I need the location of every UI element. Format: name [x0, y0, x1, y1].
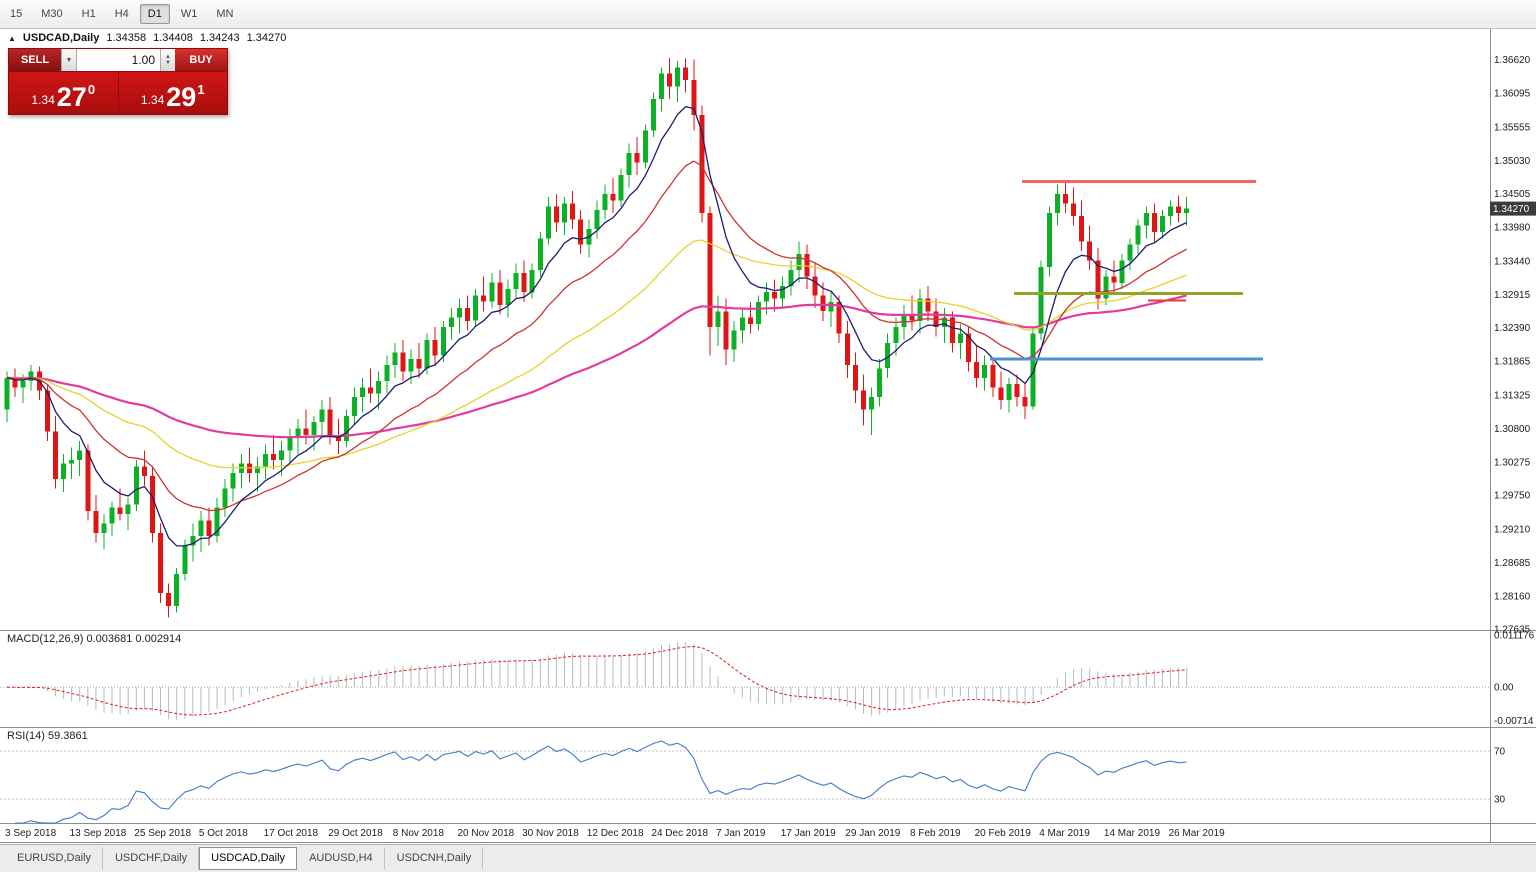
svg-text:29 Oct 2018: 29 Oct 2018 [328, 828, 383, 839]
buy-price-display[interactable]: 1.34 29 1 [118, 72, 227, 114]
current-price-badge: 1.34270 [1490, 201, 1536, 216]
timeframe-d1[interactable]: D1 [139, 4, 170, 24]
svg-text:1.35555: 1.35555 [1494, 123, 1531, 134]
svg-text:1.27635: 1.27635 [1494, 625, 1531, 636]
svg-text:1.28685: 1.28685 [1494, 558, 1531, 569]
svg-text:13 Sep 2018: 13 Sep 2018 [70, 828, 127, 839]
buy-price-sup: 1 [197, 82, 205, 97]
svg-text:1.30275: 1.30275 [1494, 457, 1531, 468]
spinner-down-icon[interactable]: ▼ [165, 60, 171, 66]
sell-button[interactable]: SELL [9, 49, 61, 71]
sell-price-display[interactable]: 1.34 27 0 [9, 72, 119, 114]
timeframe-h4[interactable]: H4 [114, 8, 129, 20]
svg-text:26 Mar 2019: 26 Mar 2019 [1169, 828, 1226, 839]
svg-text:1.33440: 1.33440 [1494, 257, 1531, 268]
svg-text:1.35030: 1.35030 [1494, 156, 1531, 167]
svg-text:1.29210: 1.29210 [1494, 525, 1531, 536]
timeframe-m30[interactable]: M30 [41, 8, 63, 20]
ohlc-low: 1.34243 [199, 32, 240, 44]
svg-text:17 Jan 2019: 17 Jan 2019 [781, 828, 836, 839]
svg-text:8 Nov 2018: 8 Nov 2018 [393, 828, 445, 839]
svg-text:1.29750: 1.29750 [1494, 491, 1531, 502]
sell-price-big: 27 [56, 82, 87, 112]
price-axis[interactable]: 1.36620 1.36095 1.35555 1.35030 1.34505 1.339… [1494, 55, 1531, 635]
chart-symbol-label: USDCAD,Daily [22, 32, 100, 44]
tab-usdchf-daily[interactable]: USDCHF,Daily [103, 847, 200, 870]
tab-eurusd-daily[interactable]: EURUSD,Daily [5, 847, 103, 870]
svg-text:25 Sep 2018: 25 Sep 2018 [134, 828, 191, 839]
buy-price-big: 29 [166, 82, 197, 112]
rsi-pane: 70 30 [0, 740, 1506, 824]
moving-average-lines [6, 105, 1188, 547]
trendlines[interactable] [990, 179, 1263, 361]
rsi-indicator-label: RSI(14) 59.3861 [7, 730, 88, 742]
chart-tabbar: EURUSD,Daily USDCHF,Daily USDCAD,Daily A… [0, 844, 1536, 872]
svg-text:14 Mar 2019: 14 Mar 2019 [1104, 828, 1161, 839]
svg-text:20 Feb 2019: 20 Feb 2019 [975, 828, 1032, 839]
buy-button[interactable]: BUY [175, 49, 227, 71]
svg-text:-0.00714: -0.00714 [1494, 716, 1534, 727]
svg-text:1.34505: 1.34505 [1494, 189, 1531, 200]
time-axis[interactable]: 3 Sep 2018 13 Sep 2018 25 Sep 2018 5 Oct 20… [5, 828, 1225, 839]
timeframe-w1[interactable]: W1 [180, 8, 198, 20]
svg-text:1.36620: 1.36620 [1494, 55, 1531, 66]
svg-text:1.31865: 1.31865 [1494, 357, 1531, 368]
svg-text:1.28160: 1.28160 [1494, 591, 1531, 602]
timeframe-h1[interactable]: H1 [81, 8, 96, 20]
svg-text:1.32390: 1.32390 [1494, 323, 1531, 334]
tab-usdcad-daily[interactable]: USDCAD,Daily [199, 847, 298, 870]
svg-text:1.33980: 1.33980 [1494, 223, 1531, 234]
ohlc-high: 1.34408 [153, 32, 193, 44]
timeframe-mn[interactable]: MN [216, 8, 234, 20]
svg-text:1.34270: 1.34270 [1493, 204, 1530, 215]
svg-text:0.011176: 0.011176 [1494, 630, 1535, 641]
tab-usdcnh-daily[interactable]: USDCNH,Daily [385, 847, 484, 870]
svg-text:30 Nov 2018: 30 Nov 2018 [522, 828, 579, 839]
svg-text:30: 30 [1494, 795, 1506, 806]
chart-header: ▲ USDCAD,Daily 1.34358 1.34408 1.34243 1… [8, 32, 286, 44]
svg-text:12 Dec 2018: 12 Dec 2018 [587, 828, 644, 839]
candles-layer [4, 57, 1190, 618]
svg-text:70: 70 [1494, 747, 1506, 758]
sell-price-base: 1.34 [31, 93, 55, 107]
buy-price-base: 1.34 [140, 93, 165, 107]
sell-price-sup: 0 [87, 82, 96, 97]
svg-text:17 Oct 2018: 17 Oct 2018 [264, 828, 319, 839]
svg-text:4 Mar 2019: 4 Mar 2019 [1039, 828, 1090, 839]
volume-input[interactable] [77, 49, 160, 71]
svg-text:8 Feb 2019: 8 Feb 2019 [910, 828, 961, 839]
svg-text:7 Jan 2019: 7 Jan 2019 [716, 828, 766, 839]
svg-text:3 Sep 2018: 3 Sep 2018 [5, 828, 57, 839]
collapse-trade-panel-icon[interactable]: ▲ [8, 33, 16, 43]
macd-pane: 0.011176 0.00 -0.00714 [0, 630, 1535, 727]
svg-text:1.32915: 1.32915 [1494, 290, 1531, 301]
volume-spinner[interactable]: ▲ ▼ [160, 49, 175, 71]
svg-text:29 Jan 2019: 29 Jan 2019 [845, 828, 900, 839]
svg-text:1.31325: 1.31325 [1494, 391, 1531, 402]
one-click-trading-panel: SELL ▼ ▲ ▼ BUY 1.34 27 0 1.34 29 1 [8, 48, 228, 115]
svg-text:5 Oct 2018: 5 Oct 2018 [199, 828, 248, 839]
svg-text:0.00: 0.00 [1494, 683, 1514, 694]
volume-dropdown-icon[interactable]: ▼ [61, 49, 77, 71]
timeframe-toolbar: 15 M30 H1 H4 D1 W1 MN [0, 0, 1536, 29]
ohlc-close: 1.34270 [246, 32, 287, 44]
svg-text:1.30800: 1.30800 [1494, 424, 1531, 435]
svg-text:1.36095: 1.36095 [1494, 89, 1531, 100]
svg-text:20 Nov 2018: 20 Nov 2018 [458, 828, 515, 839]
timeframe-m15[interactable]: 15 [10, 8, 23, 20]
spinner-up-icon[interactable]: ▲ [165, 54, 171, 60]
svg-text:24 Dec 2018: 24 Dec 2018 [651, 828, 708, 839]
tab-audusd-h4[interactable]: AUDUSD,H4 [297, 847, 385, 870]
chart-background [0, 28, 1536, 848]
ohlc-open: 1.34358 [106, 32, 147, 44]
macd-indicator-label: MACD(12,26,9) 0.003681 0.002914 [7, 633, 182, 645]
